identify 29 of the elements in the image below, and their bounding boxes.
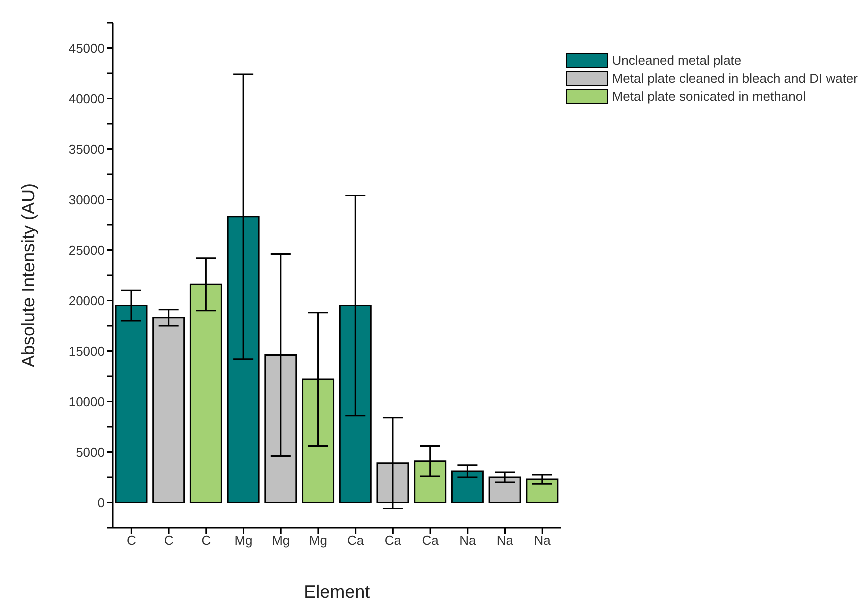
y-tick-label: 30000 [68, 192, 105, 208]
x-tick-label: C [202, 533, 212, 548]
legend-label: Metal plate sonicated in methanol [612, 89, 806, 104]
x-tick-label: C [164, 533, 174, 548]
x-axis-title: Element [304, 582, 370, 602]
x-tick-label: Na [460, 533, 477, 548]
x-tick-label: Ca [348, 533, 365, 548]
x-tick-label: Na [534, 533, 552, 548]
y-tick-label: 0 [98, 495, 105, 510]
bar [526, 478, 559, 504]
legend-label: Uncleaned metal plate [612, 53, 742, 68]
y-tick-label: 25000 [68, 242, 105, 258]
x-tick-label: Mg [234, 533, 253, 548]
x-tick-label: Mg [309, 533, 328, 548]
bar [488, 476, 522, 504]
y-tick-label: 40000 [68, 91, 105, 106]
y-tick-label: 20000 [68, 293, 105, 308]
legend-label: Metal plate cleaned in bleach and DI water [612, 71, 858, 86]
y-tick-label: 15000 [68, 344, 105, 359]
y-tick-label: 5000 [76, 444, 105, 460]
y-tick-label: 35000 [68, 142, 105, 157]
x-tick-label: Mg [272, 533, 290, 548]
x-tick-label: Ca [422, 533, 440, 548]
y-tick-label: 45000 [68, 40, 105, 56]
x-tick-label: Ca [384, 533, 402, 548]
x-tick-label: C [126, 533, 136, 548]
y-axis-title: Absolute Intensity (AU) [18, 183, 38, 368]
y-tick-label: 10000 [68, 394, 105, 410]
x-tick-label: Na [496, 533, 514, 548]
